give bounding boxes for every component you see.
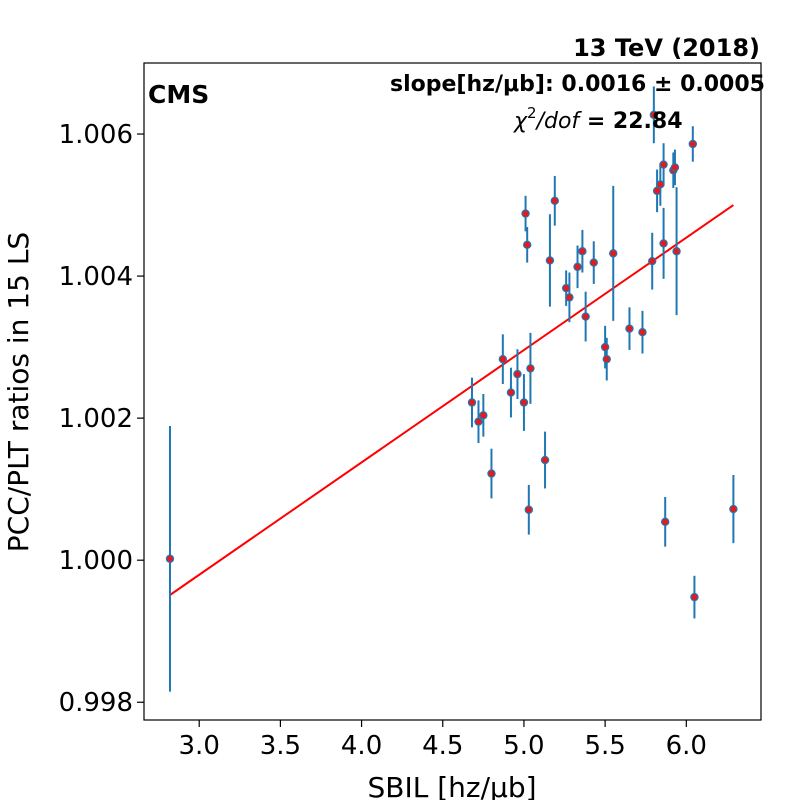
data-point	[474, 417, 483, 426]
data-point	[513, 369, 522, 379]
data-point	[589, 258, 598, 267]
x-tick-label: 5.0	[503, 731, 544, 761]
data-point	[670, 163, 680, 172]
data-point	[659, 160, 668, 169]
data-point	[690, 592, 699, 602]
slope-annotation: slope[hz/μb]: 0.0016 ± 0.0005	[390, 72, 765, 97]
data-point	[602, 354, 611, 364]
data-point	[672, 247, 681, 256]
data-point	[600, 342, 610, 352]
data-point	[648, 256, 657, 266]
data-point	[524, 505, 534, 514]
x-tick-label: 3.5	[260, 731, 301, 761]
y-tick-label: 1.006	[59, 120, 133, 150]
chi2-dof: /dof	[535, 109, 583, 134]
plot-frame	[143, 62, 762, 721]
errorbars	[168, 86, 735, 692]
data-point	[565, 293, 574, 302]
data-point	[578, 247, 587, 256]
data-point	[652, 186, 662, 196]
chi2-annotation: χ2/dof = 22.84	[513, 104, 683, 134]
data-points	[165, 110, 738, 602]
data-point	[467, 398, 477, 407]
plot-area	[165, 86, 738, 692]
y-axis-label: PCC/PLT ratios in 15 LS	[2, 232, 35, 552]
data-point	[522, 240, 532, 250]
chart-title: 13 TeV (2018)	[573, 34, 760, 62]
chi2-symbol: χ	[513, 109, 528, 134]
data-point	[649, 110, 659, 120]
chi2-superscript: 2	[527, 104, 537, 122]
data-point	[609, 249, 618, 258]
data-point	[550, 196, 559, 205]
data-point	[638, 327, 647, 337]
y-tick-label: 1.002	[59, 404, 133, 434]
data-point	[540, 455, 550, 465]
data-point	[661, 517, 670, 527]
chi2-value: = 22.84	[579, 109, 682, 134]
data-point	[498, 354, 508, 364]
x-tick-label: 4.5	[422, 731, 463, 761]
y-tick-label: 1.000	[59, 546, 133, 576]
data-point	[479, 411, 488, 420]
data-point	[573, 262, 582, 272]
data-point	[521, 209, 530, 218]
data-point	[561, 283, 571, 293]
data-point	[688, 139, 698, 149]
x-tick-label: 4.0	[341, 731, 382, 761]
x-tick-label: 3.0	[179, 731, 220, 761]
data-point	[165, 554, 175, 563]
data-point	[581, 312, 590, 321]
y-tick-label: 0.998	[59, 688, 133, 718]
x-tick-label: 6.0	[666, 731, 707, 761]
x-axis-label: SBIL [hz/μb]	[367, 771, 536, 800]
data-point	[656, 180, 665, 189]
data-point	[506, 388, 516, 397]
data-point	[526, 364, 535, 373]
data-point	[659, 239, 668, 248]
y-axis-ticks: 0.998 1.000 1.002 1.004 1.006	[59, 120, 144, 718]
data-point	[729, 504, 738, 514]
data-point	[545, 256, 555, 265]
cms-label: CMS	[148, 80, 209, 109]
data-point	[625, 324, 634, 333]
data-point	[487, 469, 496, 478]
x-axis-ticks: 3.0 3.5 4.0 4.5 5.0 5.5 6.0	[179, 720, 707, 761]
x-tick-label: 5.5	[584, 731, 625, 761]
data-point	[519, 398, 529, 407]
fit-line	[169, 204, 734, 596]
y-tick-label: 1.004	[59, 262, 133, 292]
